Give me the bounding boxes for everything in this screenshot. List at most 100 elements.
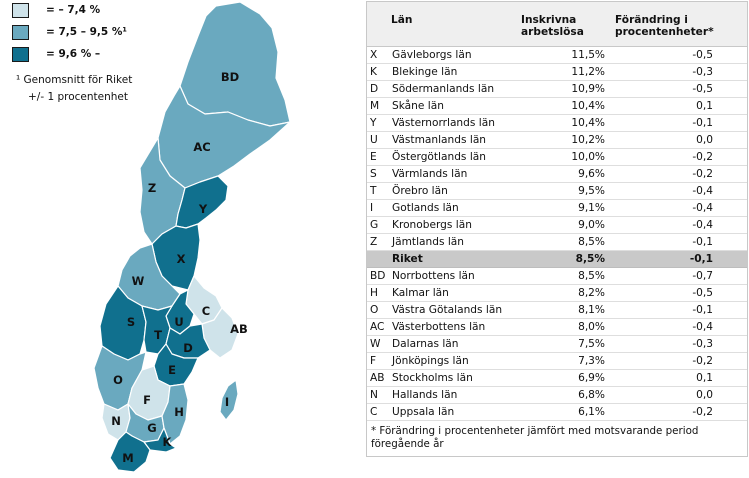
- unemployment-table: Län Inskrivna arbetslösa Förändring i pr…: [367, 2, 747, 421]
- row-value: 7,5%: [519, 335, 613, 353]
- row-change: -0,4: [613, 182, 747, 200]
- row-name: Västmanlands län: [389, 131, 519, 149]
- map-label-O: O: [113, 373, 123, 387]
- map-label-M: M: [122, 451, 133, 465]
- region-I[interactable]: [219, 379, 239, 421]
- legend-footnote-line1: ¹ Genomsnitt för Riket: [16, 74, 133, 86]
- row-code: H: [367, 284, 389, 302]
- table-row: BD Norrbottens län 8,5% -0,7: [367, 267, 747, 285]
- table-row: U Västmanlands län 10,2% 0,0: [367, 131, 747, 149]
- legend-swatch-low: [12, 3, 29, 18]
- row-change: 0,0: [613, 386, 747, 404]
- row-code: G: [367, 216, 389, 234]
- table-row-riket: Riket 8,5% -0,1: [367, 250, 747, 268]
- row-value: 9,1%: [519, 199, 613, 217]
- region-M[interactable]: [109, 431, 151, 473]
- header-inskrivna-line2: arbetslösa: [521, 26, 584, 38]
- row-name: Jönköpings län: [389, 352, 519, 370]
- legend-swatch-mid: [12, 25, 29, 40]
- map-label-S: S: [127, 315, 135, 329]
- row-name: Östergötlands län: [389, 148, 519, 166]
- row-name: Jämtlands län: [389, 233, 519, 251]
- row-change: -0,2: [613, 165, 747, 183]
- row-code: AB: [367, 369, 389, 387]
- legend-footnote-line2: +/- 1 procentenhet: [28, 91, 129, 103]
- row-code: N: [367, 386, 389, 404]
- table-row: AC Västerbottens län 8,0% -0,4: [367, 318, 747, 336]
- table-row: M Skåne län 10,4% 0,1: [367, 97, 747, 115]
- region-Y[interactable]: [175, 175, 229, 229]
- row-code: X: [367, 46, 389, 64]
- table-row: K Blekinge län 11,2% -0,3: [367, 63, 747, 81]
- header-lan: Län: [389, 2, 519, 47]
- row-name: Södermanlands län: [389, 80, 519, 98]
- row-value: 8,5%: [519, 267, 613, 285]
- sweden-county-map: BD AC Z Y X W C AB S U T D O E F N G H K…: [93, 1, 291, 473]
- map-label-C: C: [202, 304, 210, 318]
- map-legend: = – 7,4 % = 7,5 – 9,5 %¹ = 9,6 % – ¹ Gen…: [4, 2, 174, 103]
- row-value: 10,9%: [519, 80, 613, 98]
- legend-item-mid: = 7,5 – 9,5 %¹: [4, 24, 174, 46]
- row-change: -0,5: [613, 284, 747, 302]
- row-code: Z: [367, 233, 389, 251]
- row-value: 6,9%: [519, 369, 613, 387]
- row-value: 10,4%: [519, 97, 613, 115]
- row-name: Kronobergs län: [389, 216, 519, 234]
- row-change: 0,1: [613, 97, 747, 115]
- row-name: Dalarnas län: [389, 335, 519, 353]
- row-name: Blekinge län: [389, 63, 519, 81]
- legend-swatch-high: [12, 47, 29, 62]
- row-change: -0,4: [613, 318, 747, 336]
- row-name: Stockholms län: [389, 369, 519, 387]
- row-code: C: [367, 403, 389, 421]
- row-change: -0,1: [613, 250, 747, 268]
- row-change: -0,7: [613, 267, 747, 285]
- row-change: 0,0: [613, 131, 747, 149]
- legend-footnote: ¹ Genomsnitt för Riket +/- 1 procentenhe…: [16, 72, 132, 106]
- unemployment-table-panel: Län Inskrivna arbetslösa Förändring i pr…: [366, 1, 748, 457]
- table-row: E Östergötlands län 10,0% -0,2: [367, 148, 747, 166]
- row-code: D: [367, 80, 389, 98]
- row-value: 10,2%: [519, 131, 613, 149]
- table-row: H Kalmar län 8,2% -0,5: [367, 284, 747, 302]
- row-code: U: [367, 131, 389, 149]
- region-H[interactable]: [161, 383, 189, 445]
- table-row: AB Stockholms län 6,9% 0,1: [367, 369, 747, 387]
- row-code: E: [367, 148, 389, 166]
- row-value: 8,2%: [519, 284, 613, 302]
- map-label-X: X: [177, 252, 186, 266]
- row-change: -0,2: [613, 403, 747, 421]
- row-change: -0,1: [613, 114, 747, 132]
- map-label-G: G: [147, 421, 156, 435]
- row-change: -0,4: [613, 199, 747, 217]
- row-name: Västerbottens län: [389, 318, 519, 336]
- row-name: Gävleborgs län: [389, 46, 519, 64]
- row-value: 11,2%: [519, 63, 613, 81]
- row-name: Riket: [389, 250, 519, 268]
- table-row: N Hallands län 6,8% 0,0: [367, 386, 747, 404]
- legend-item-high: = 9,6 % –: [4, 46, 174, 68]
- legend-label-low: = – 7,4 %: [46, 4, 101, 16]
- map-label-H: H: [174, 405, 184, 419]
- row-change: -0,5: [613, 46, 747, 64]
- row-value: 8,0%: [519, 318, 613, 336]
- row-value: 8,5%: [519, 250, 613, 268]
- row-code: O: [367, 301, 389, 319]
- table-row: O Västra Götalands län 8,1% -0,1: [367, 301, 747, 319]
- row-name: Kalmar län: [389, 284, 519, 302]
- table-row: Z Jämtlands län 8,5% -0,1: [367, 233, 747, 251]
- row-value: 6,8%: [519, 386, 613, 404]
- row-code: M: [367, 97, 389, 115]
- legend-item-low: = – 7,4 %: [4, 2, 174, 24]
- row-value: 6,1%: [519, 403, 613, 421]
- table-row: S Värmlands län 9,6% -0,2: [367, 165, 747, 183]
- row-value: 9,0%: [519, 216, 613, 234]
- table-body: X Gävleborgs län 11,5% -0,5 K Blekinge län 11,…: [367, 46, 747, 421]
- header-inskrivna: Inskrivna arbetslösa: [519, 2, 613, 47]
- row-change: -0,5: [613, 80, 747, 98]
- region-BD[interactable]: [179, 1, 291, 127]
- row-value: 10,4%: [519, 114, 613, 132]
- row-change: -0,2: [613, 352, 747, 370]
- row-code: W: [367, 335, 389, 353]
- table-header-row: Län Inskrivna arbetslösa Förändring i pr…: [367, 2, 747, 47]
